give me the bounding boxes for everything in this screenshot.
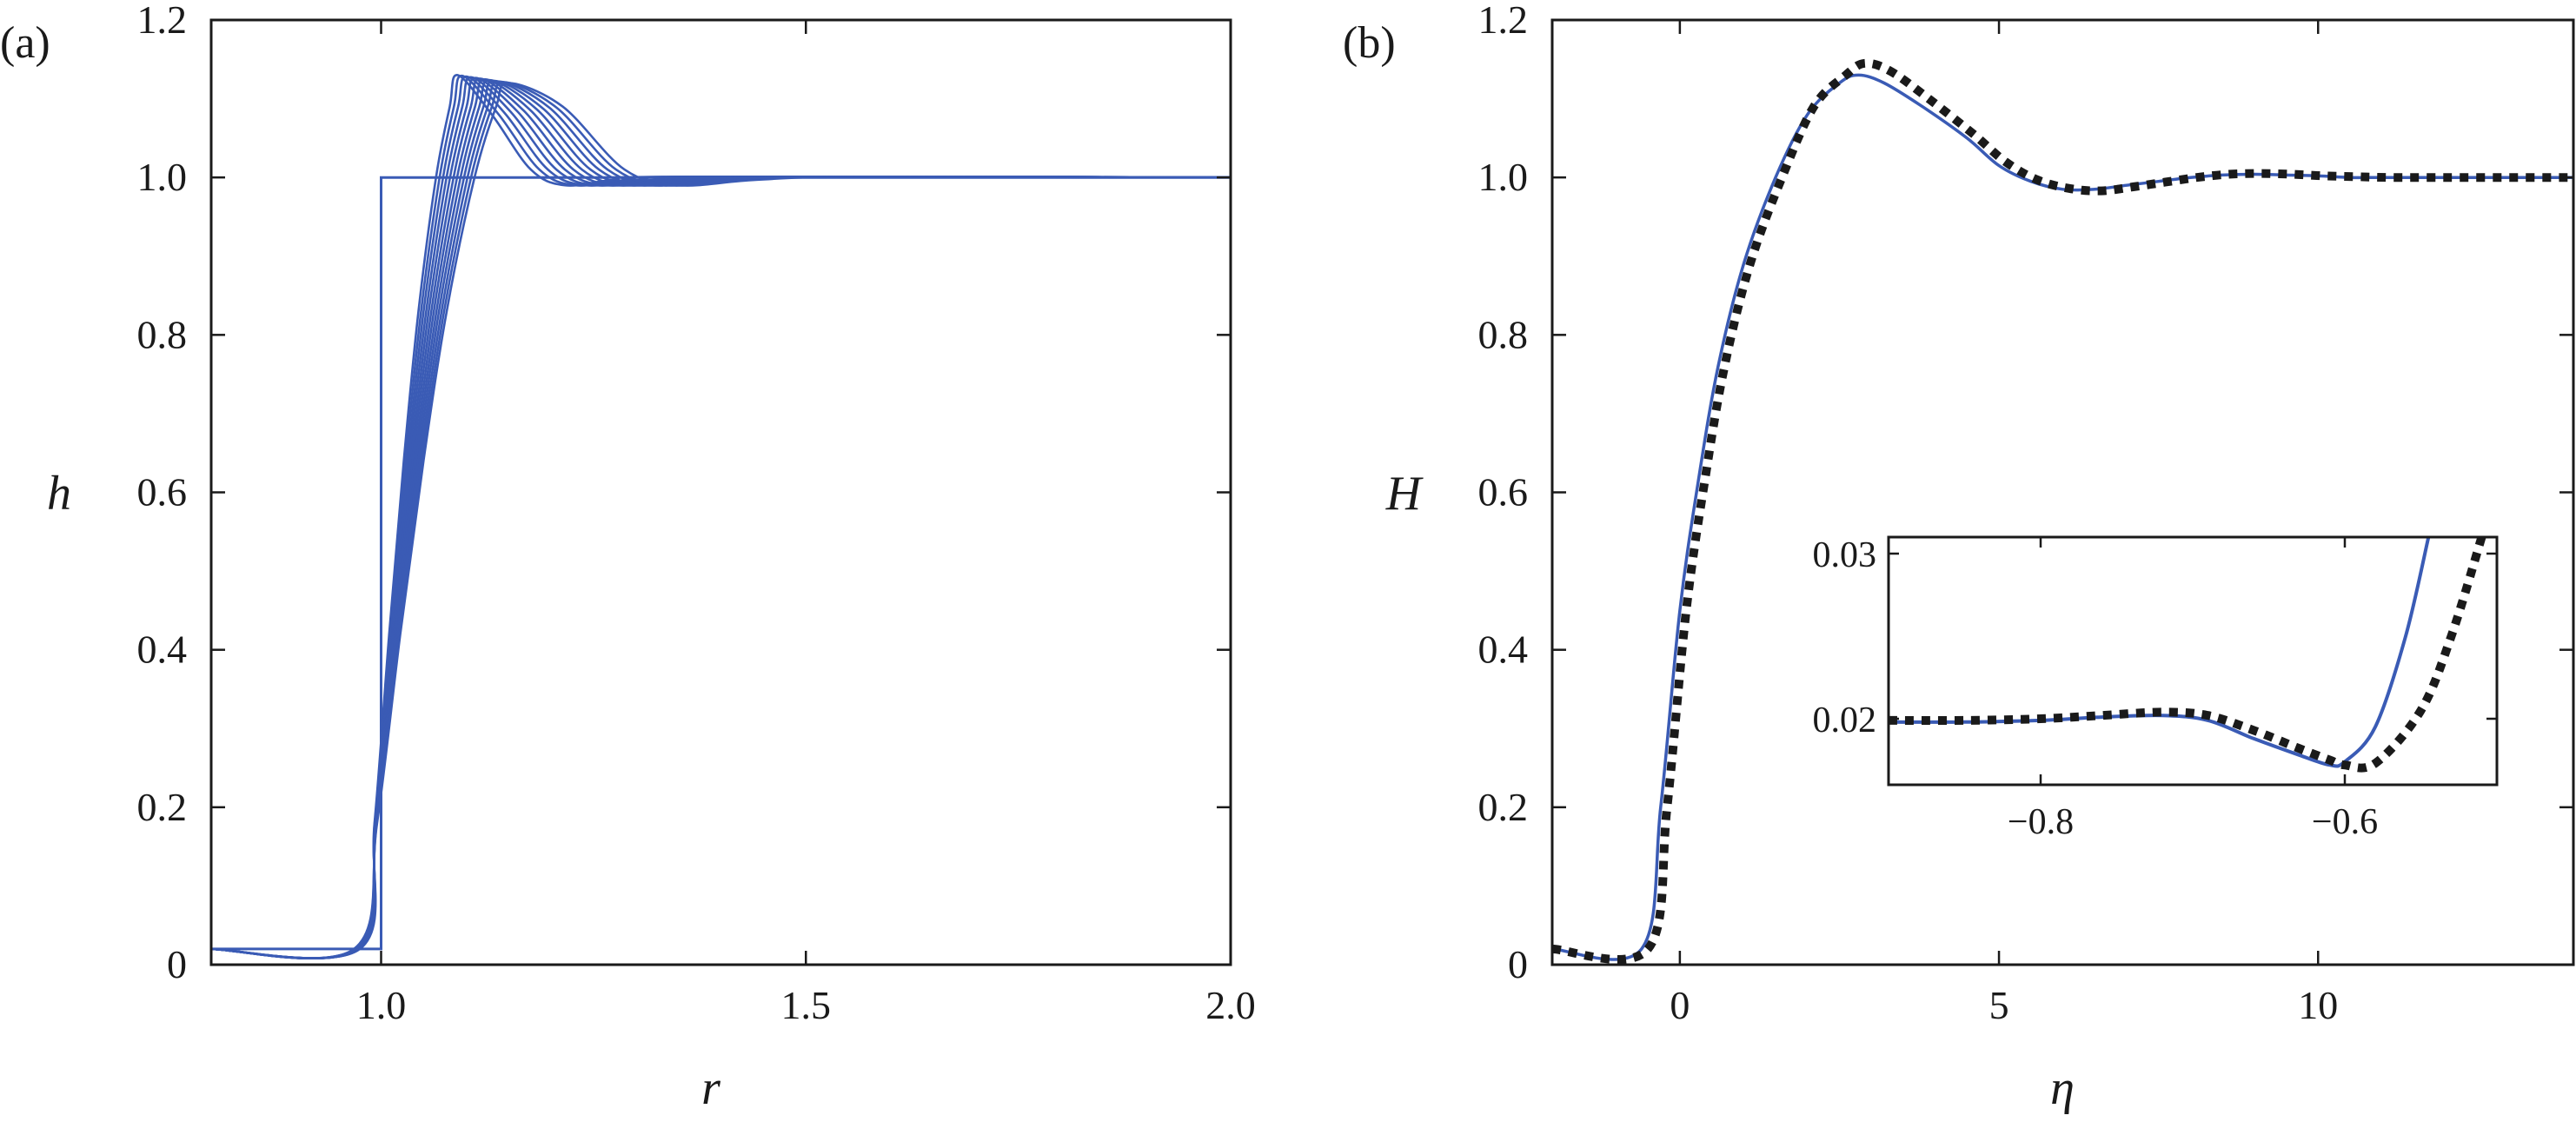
b-ytick-label: 0.4 <box>1478 627 1529 672</box>
profile-line <box>210 80 1232 959</box>
profile-line <box>210 76 1232 959</box>
profile-line <box>210 79 1232 959</box>
profile-line <box>210 76 1232 959</box>
a-ytick-label: 0.8 <box>137 312 188 356</box>
initial-step-line <box>211 176 1231 951</box>
panel-a-series-group <box>210 74 1232 959</box>
inset-solid-line <box>1889 537 2431 768</box>
inset-frame <box>1887 535 2499 787</box>
panel-b: (b) 0 5 10 0 0.2 0.4 0.6 0.8 1.0 1.2 η H −0.8 −0.6… <box>1343 0 2575 1115</box>
b-xtick-label: 0 <box>1670 983 1690 1027</box>
panel-b-xlabel: η <box>2050 1061 2075 1115</box>
b-xtick-label: 10 <box>2298 983 2338 1027</box>
panel-b-ticks: 0 5 10 0 0.2 0.4 0.6 0.8 1.0 1.2 <box>1478 0 2573 1027</box>
panel-b-ylabel: H <box>1385 467 1424 521</box>
a-ytick-label: 1.2 <box>137 0 188 42</box>
b-ytick-label: 0.2 <box>1478 785 1529 829</box>
profile-line <box>210 78 1232 959</box>
panel-a: (a) 1.0 1.5 2.0 0 0.2 0.4 0.6 0.8 1.0 1.2 r h <box>0 0 1256 1115</box>
panel-b-series-group <box>1551 58 2573 964</box>
a-ytick-label: 0.2 <box>137 785 188 829</box>
panel-a-label: (a) <box>0 18 50 68</box>
profile-line <box>210 78 1232 959</box>
panel-a-ylabel: h <box>47 467 71 521</box>
a-xtick-label: 1.5 <box>781 983 832 1027</box>
a-xtick-label: 1.0 <box>356 983 407 1027</box>
panel-a-xlabel: r <box>701 1061 720 1115</box>
inset-ytick-label: 0.02 <box>1813 700 1877 740</box>
inset-xtick-label: −0.6 <box>2312 802 2378 842</box>
panel-a-ticks: 1.0 1.5 2.0 0 0.2 0.4 0.6 0.8 1.0 1.2 <box>137 0 1256 1027</box>
b-ytick-label: 1.2 <box>1478 0 1529 42</box>
profile-line <box>210 74 1232 959</box>
a-ytick-label: 0 <box>167 942 187 986</box>
a-xtick-label: 2.0 <box>1205 983 1256 1027</box>
inset-series-group <box>1889 537 2486 773</box>
inset-background <box>1889 537 2497 785</box>
b-ytick-label: 0.8 <box>1478 312 1529 356</box>
profile-line <box>210 75 1232 959</box>
profile-line <box>210 77 1232 959</box>
panel-a-frame <box>209 18 1232 966</box>
a-ytick-label: 1.0 <box>137 155 188 199</box>
panel-b-inset: −0.8 −0.6 0.02 0.03 <box>1813 535 2499 842</box>
b-xtick-label: 5 <box>1989 983 2009 1027</box>
inset-ytick-label: 0.03 <box>1813 535 1877 575</box>
a-ytick-label: 0.4 <box>137 627 188 672</box>
b-ytick-label: 0 <box>1508 942 1528 986</box>
asymptotic-dotted-line <box>1551 58 2573 964</box>
b-ytick-label: 1.0 <box>1478 155 1529 199</box>
profile-line <box>210 74 1232 959</box>
panel-b-label: (b) <box>1343 18 1396 68</box>
inset-dotted-line <box>1889 537 2486 773</box>
a-ytick-label: 0.6 <box>137 470 188 515</box>
profile-line <box>210 82 1232 959</box>
profile-line <box>210 81 1232 959</box>
inset-ticks: −0.8 −0.6 0.02 0.03 <box>1813 535 2497 842</box>
inset-xtick-label: −0.8 <box>2008 802 2074 842</box>
b-ytick-label: 0.6 <box>1478 470 1529 515</box>
